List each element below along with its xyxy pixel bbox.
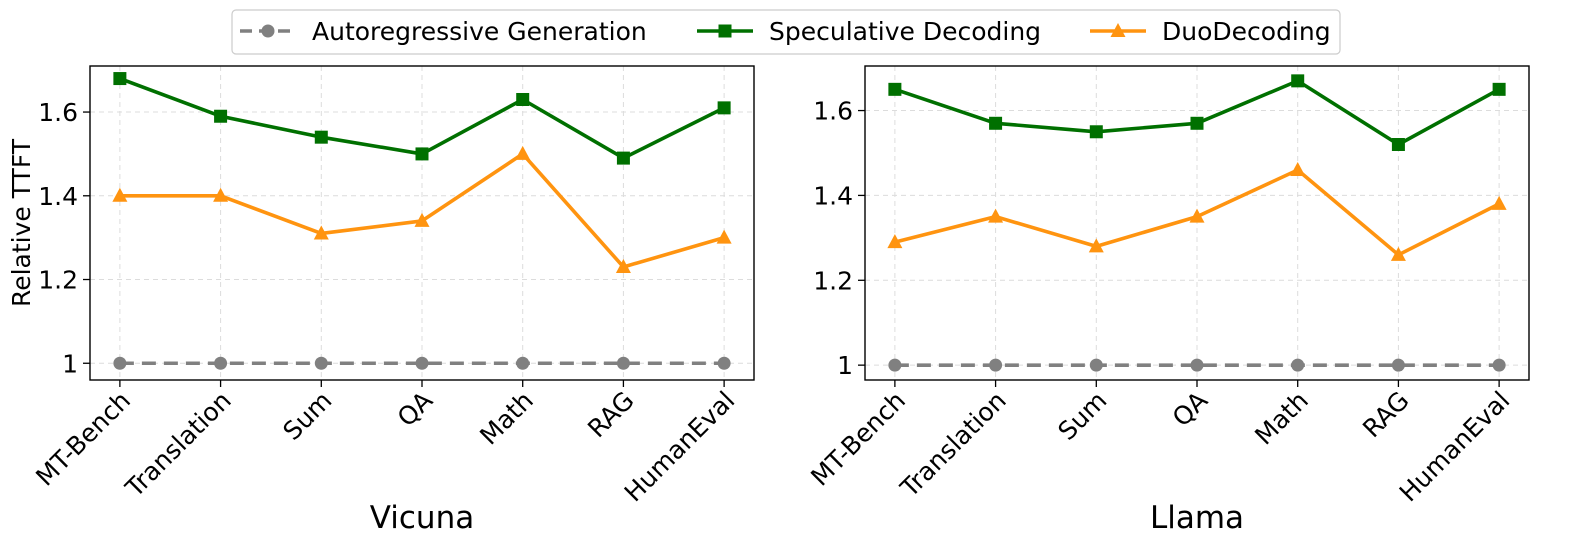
point-autoregressive-generation-mt-bench <box>113 356 127 370</box>
legend-label: Speculative Decoding <box>769 17 1041 46</box>
point-autoregressive-generation-sum <box>1089 358 1103 372</box>
legend-label: Autoregressive Generation <box>312 17 647 46</box>
x-tick-label-sum: Sum <box>1052 386 1112 446</box>
point-speculative-decoding-math <box>516 92 530 106</box>
point-autoregressive-generation-sum <box>314 356 328 370</box>
point-speculative-decoding-qa <box>1190 116 1204 130</box>
point-autoregressive-generation-translation <box>214 356 228 370</box>
point-duodecoding-translation <box>213 187 229 202</box>
point-duodecoding-sum <box>313 225 329 240</box>
point-autoregressive-generation-rag <box>616 356 630 370</box>
legend-marker-triangle <box>1110 23 1126 37</box>
legend-marker-circle <box>261 24 275 38</box>
y-tick-label: 1.2 <box>38 266 78 295</box>
legend-marker-square <box>718 24 732 38</box>
y-tick-label: 1.4 <box>813 181 853 210</box>
point-autoregressive-generation-mt-bench <box>888 358 902 372</box>
point-speculative-decoding-sum <box>314 130 328 144</box>
point-autoregressive-generation-translation <box>989 358 1003 372</box>
series-autoregressive-generation <box>113 356 731 370</box>
x-tick-label-rag: RAG <box>582 386 640 444</box>
legend: Autoregressive Generation Speculative Dec… <box>231 9 1341 55</box>
legend-entry-duodecoding: DuoDecoding <box>1090 17 1331 46</box>
x-tick-label-math: Math <box>474 386 539 451</box>
y-tick-label: 1.2 <box>813 266 853 295</box>
point-duodecoding-rag <box>615 258 631 273</box>
point-duodecoding-mt-bench <box>887 234 903 249</box>
point-speculative-decoding-translation <box>214 109 228 123</box>
point-speculative-decoding-rag <box>1391 138 1405 151</box>
series-speculative-decoding <box>888 74 1506 151</box>
legend-frame <box>231 9 1341 55</box>
point-duodecoding-sum <box>1088 238 1104 253</box>
point-autoregressive-generation-qa <box>415 356 429 370</box>
point-duodecoding-math <box>1290 161 1306 176</box>
point-speculative-decoding-qa <box>415 147 429 161</box>
y-tick-label: 1 <box>837 351 853 380</box>
x-axis-title: Vicuna <box>370 500 474 536</box>
point-speculative-decoding-sum <box>1089 125 1103 139</box>
point-speculative-decoding-mt-bench <box>888 82 902 96</box>
point-speculative-decoding-rag <box>616 151 630 165</box>
point-speculative-decoding-mt-bench <box>113 72 127 86</box>
x-tick-label-translation: Translation <box>894 386 1012 504</box>
grid <box>865 66 1529 380</box>
legend-entry-speculative-decoding: Speculative Decoding <box>697 17 1041 46</box>
legend-entry-autoregressive-generation: Autoregressive Generation <box>240 17 647 46</box>
x-tick-label-sum: Sum <box>277 386 337 446</box>
point-duodecoding-humaneval <box>716 229 732 244</box>
point-autoregressive-generation-humaneval <box>717 356 731 370</box>
series-duodecoding <box>112 145 732 273</box>
point-speculative-decoding-humaneval <box>1492 82 1506 96</box>
series-line-speculative-decoding <box>119 76 725 160</box>
plot-frame <box>864 65 1530 381</box>
point-duodecoding-math <box>515 145 531 160</box>
series-duodecoding <box>887 161 1507 261</box>
series-speculative-decoding <box>113 72 731 165</box>
point-duodecoding-mt-bench <box>112 187 128 202</box>
x-tick-label-qa: QA <box>392 386 439 433</box>
x-tick-label-rag: RAG <box>1357 386 1415 444</box>
x-tick-label-mt-bench: MT-Bench <box>30 386 136 492</box>
legend-label: DuoDecoding <box>1162 17 1331 46</box>
x-tick-label-math: Math <box>1249 386 1314 451</box>
x-axis-title: Llama <box>1150 500 1244 536</box>
series-autoregressive-generation <box>888 358 1506 372</box>
point-duodecoding-translation <box>988 208 1004 223</box>
point-speculative-decoding-math <box>1291 74 1305 88</box>
point-duodecoding-rag <box>1390 246 1406 261</box>
point-autoregressive-generation-qa <box>1190 358 1204 372</box>
y-tick-label: 1.6 <box>813 97 853 126</box>
y-tick-label: 1.6 <box>38 98 78 127</box>
point-autoregressive-generation-math <box>1291 358 1305 372</box>
plot-frame <box>89 65 755 381</box>
point-autoregressive-generation-math <box>516 356 530 370</box>
point-speculative-decoding-translation <box>989 116 1003 130</box>
grid <box>90 66 754 380</box>
point-duodecoding-qa <box>1189 208 1205 223</box>
point-autoregressive-generation-rag <box>1391 358 1405 372</box>
y-tick-label: 1 <box>62 349 78 378</box>
point-duodecoding-qa <box>414 212 430 227</box>
x-tick-label-mt-bench: MT-Bench <box>805 386 911 492</box>
point-speculative-decoding-humaneval <box>717 101 731 115</box>
point-duodecoding-humaneval <box>1491 195 1507 210</box>
x-tick-label-translation: Translation <box>119 386 237 504</box>
y-tick-label: 1.4 <box>38 182 78 211</box>
x-tick-label-qa: QA <box>1167 386 1214 433</box>
y-axis-title: Relative TTFT <box>7 138 36 307</box>
point-autoregressive-generation-humaneval <box>1492 358 1506 372</box>
